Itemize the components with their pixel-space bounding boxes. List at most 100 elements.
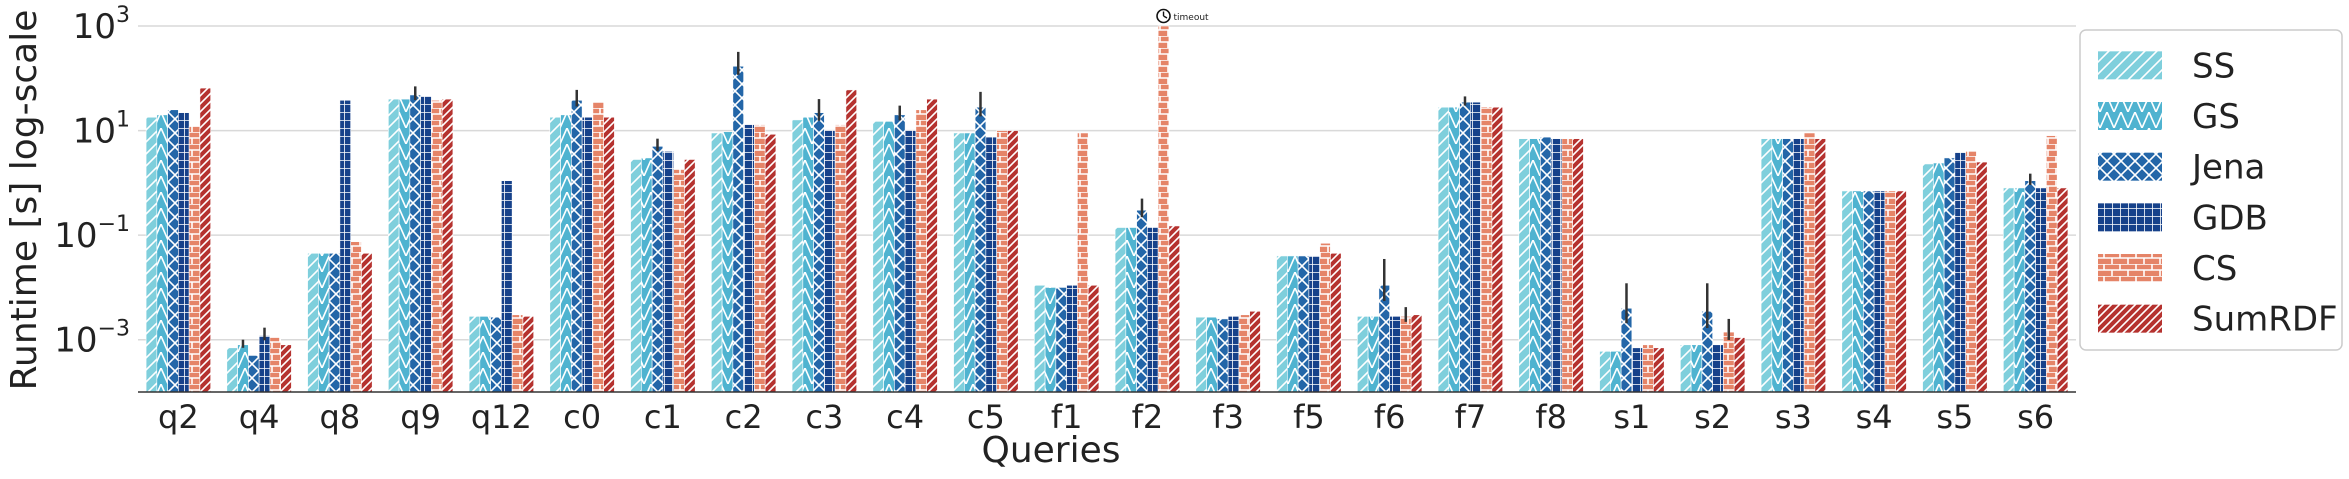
bar-gs-s6 [2013, 187, 2026, 393]
bar-gdb-s6 [2035, 187, 2047, 393]
bar-ss-f7 [1437, 106, 1450, 393]
x-tick-label: f1 [1051, 398, 1083, 436]
bar-cs-c4 [915, 109, 927, 393]
legend-swatch-gdb [2098, 203, 2162, 232]
bar-gdb-f5 [1308, 255, 1320, 393]
x-tick-label: s3 [1775, 398, 1812, 436]
bar-gs-f3 [1206, 316, 1218, 393]
bar-ss-f6 [1357, 316, 1369, 393]
x-tick-label: q9 [400, 398, 441, 436]
y-tick-label: 10−3 [54, 317, 130, 361]
bar-cs-c5 [996, 130, 1008, 393]
timeout-annotation: timeout [1174, 13, 1210, 23]
bar-cs-q2 [188, 126, 201, 393]
bar-cs-f1 [1077, 132, 1089, 393]
legend-swatch-sumrdf [2098, 304, 2162, 333]
bar-ss-f8 [1518, 138, 1530, 393]
bar-jena-c3 [813, 112, 825, 393]
bar-gs-s2 [1690, 344, 1703, 393]
x-tick-label: q2 [158, 398, 199, 436]
legend: SS GS Jena GDB CS SumRDF [2079, 29, 2343, 351]
bar-jena-c0 [571, 99, 583, 393]
bar-cs-c3 [834, 124, 847, 393]
bar-cs-q4 [269, 337, 281, 393]
bar-gdb-c3 [824, 130, 836, 393]
legend-swatch-cs [2098, 254, 2162, 282]
bar-gdb-s4 [1873, 190, 1886, 393]
x-tick-label: c2 [725, 398, 763, 436]
bar-sumrdf-f1 [1087, 284, 1100, 393]
bar-sumrdf-f5 [1330, 252, 1342, 393]
legend-label-gs: GS [2192, 97, 2240, 137]
clock-icon [1156, 8, 1171, 24]
bar-sumrdf-c1 [684, 159, 696, 393]
x-tick-label: f6 [1374, 398, 1406, 436]
bar-ss-c4 [872, 121, 884, 393]
bar-ss-s6 [2003, 187, 2015, 393]
bar-jena-q2 [167, 109, 179, 393]
x-tick-label: s2 [1694, 398, 1731, 436]
bar-sumrdf-s5 [1976, 161, 1988, 393]
x-tick-label: c0 [563, 398, 601, 436]
bar-gs-q4 [237, 344, 249, 393]
bar-gdb-f7 [1470, 101, 1482, 393]
bar-gdb-c2 [743, 124, 755, 393]
bar-gdb-s3 [1793, 138, 1805, 393]
bar-jena-s4 [1863, 190, 1875, 393]
bar-gdb-f3 [1227, 316, 1240, 393]
bar-gdb-c4 [904, 130, 917, 393]
error-bars [241, 51, 2032, 348]
bar-gs-f6 [1367, 316, 1380, 393]
bar-jena-q9 [409, 94, 421, 393]
bar-cs-s6 [2046, 135, 2058, 393]
bar-gs-c0 [560, 114, 572, 393]
bar-gdb-f1 [1066, 284, 1078, 393]
bar-sumrdf-s6 [2056, 187, 2069, 393]
bar-gdb-s1 [1631, 347, 1643, 393]
bar-sumrdf-q12 [522, 316, 534, 393]
bar-cs-s3 [1803, 132, 1816, 393]
bar-ss-f3 [1195, 316, 1207, 393]
bar-jena-q4 [248, 355, 260, 393]
bar-ss-s5 [1922, 163, 1934, 393]
bar-ss-s3 [1760, 138, 1773, 393]
bar-jena-f5 [1297, 255, 1310, 393]
annotations: timeout [1156, 8, 1210, 24]
bar-sumrdf-q4 [280, 344, 292, 393]
bar-sumrdf-c5 [1007, 130, 1019, 393]
bar-jena-f2 [1136, 209, 1148, 393]
bar-cs-s5 [1965, 151, 1977, 393]
x-tick-label: f3 [1212, 398, 1244, 436]
bar-jena-s3 [1782, 138, 1794, 393]
x-axis-title: Queries [981, 430, 1120, 471]
bar-gs-s1 [1610, 351, 1622, 393]
bar-gs-s4 [1852, 190, 1864, 393]
bar-gdb-f8 [1550, 138, 1563, 393]
x-tick-label: s5 [1936, 398, 1973, 436]
y-tick-label: 10−1 [54, 212, 130, 256]
bar-gs-f2 [1125, 227, 1137, 393]
bar-cs-f5 [1319, 242, 1331, 393]
bar-gdb-f6 [1389, 316, 1401, 393]
bar-gs-f1 [1044, 287, 1057, 393]
bar-ss-c0 [549, 116, 561, 393]
bar-jena-q12 [490, 316, 502, 393]
bar-ss-c2 [711, 132, 723, 393]
bar-jena-c4 [894, 114, 906, 393]
x-tick-label: f2 [1132, 398, 1164, 436]
legend-swatch-ss [2098, 51, 2162, 80]
bar-gdb-q4 [258, 335, 271, 393]
bar-jena-c1 [651, 146, 664, 393]
x-tick-label: q8 [320, 398, 361, 436]
bars [145, 25, 2069, 393]
legend-label-gdb: GDB [2192, 198, 2268, 238]
legend-label-sumrdf: SumRDF [2192, 300, 2338, 340]
bar-ss-c3 [791, 119, 804, 393]
bar-cs-f7 [1480, 106, 1493, 393]
bar-jena-f1 [1055, 287, 1067, 393]
x-tick-label: c3 [805, 398, 843, 436]
bar-gdb-q12 [501, 180, 513, 393]
axes: 10−3 10−1 101 103 q2 q4 q8 q9 q12 c0 c1 c2 c3 c4 c5 f1 f… [54, 3, 2076, 436]
bar-cs-s4 [1884, 190, 1896, 393]
